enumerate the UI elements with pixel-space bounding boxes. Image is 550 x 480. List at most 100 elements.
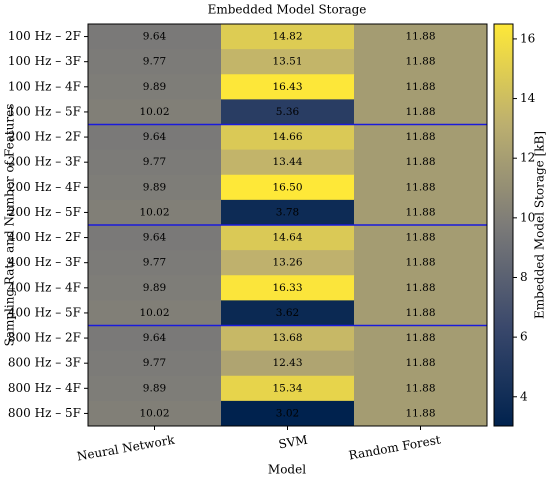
cell-value-label: 5.36 [276, 106, 300, 118]
heatmap-cell [354, 375, 488, 402]
cell-value-label: 11.88 [405, 181, 435, 193]
cell-value-label: 13.68 [272, 332, 302, 344]
colorbar-tick-label: 6 [520, 330, 528, 344]
cell-value-label: 9.89 [143, 181, 166, 193]
cell-value-label: 13.51 [272, 56, 302, 68]
heatmap-cell [354, 225, 488, 251]
x-axis-label: Model [268, 463, 306, 477]
heatmap-cell [354, 24, 488, 50]
cell-value-label: 9.64 [143, 31, 167, 43]
heatmap-cell [354, 400, 488, 427]
colorbar [493, 23, 514, 427]
heatmap-cell [88, 300, 222, 326]
heatmap-cell [88, 74, 222, 100]
heatmap-cell [88, 149, 222, 176]
heatmap-cell [88, 225, 222, 251]
cell-value-label: 15.34 [272, 382, 302, 394]
y-tick-label: 800 Hz – 5F [8, 406, 81, 420]
heatmap-cell [88, 174, 222, 201]
cell-value-label: 16.33 [272, 282, 302, 294]
colorbar-tick-label: 10 [520, 210, 535, 224]
cell-value-label: 11.88 [405, 56, 435, 68]
heatmap-cell [88, 275, 222, 301]
cell-value-label: 10.02 [139, 307, 169, 319]
colorbar-tick-label: 12 [520, 151, 535, 165]
heatmap-cell [354, 124, 488, 151]
cell-value-label: 12.43 [272, 357, 302, 369]
y-tick-label: 100 Hz – 3F [8, 54, 81, 68]
cell-value-label: 11.88 [405, 407, 435, 419]
y-tick-label: 800 Hz – 3F [8, 356, 81, 370]
heatmap-cell [88, 124, 222, 151]
heatmap-cell [354, 300, 488, 326]
heatmap-cell [88, 24, 222, 50]
y-tick-label: 400 Hz – 2F [8, 230, 81, 244]
y-tick-label: 200 Hz – 5F [8, 205, 81, 219]
cell-value-label: 11.88 [405, 257, 435, 269]
cell-value-label: 11.88 [405, 31, 435, 43]
cell-value-label: 16.50 [272, 181, 302, 193]
cell-value-label: 10.02 [139, 106, 169, 118]
cell-value-label: 3.62 [276, 307, 299, 319]
cell-value-label: 11.88 [405, 206, 435, 218]
cell-value-label: 11.88 [405, 332, 435, 344]
heatmap-cell [354, 250, 488, 276]
heatmap-cell [221, 49, 355, 75]
heatmap-cell [221, 300, 355, 326]
cell-value-label: 11.88 [405, 156, 435, 168]
y-tick-label: 200 Hz – 3F [8, 155, 81, 169]
cell-value-label: 11.88 [405, 307, 435, 319]
heatmap-cell [88, 325, 222, 352]
heatmap-cell [354, 325, 488, 352]
heatmap-cell [354, 74, 488, 100]
y-tick-label: 100 Hz – 4F [8, 79, 81, 93]
y-tick-label: 800 Hz – 2F [8, 331, 81, 345]
cell-value-label: 9.89 [143, 382, 166, 394]
heatmap-cell [221, 275, 355, 301]
y-tick-label: 100 Hz – 5F [8, 104, 81, 118]
cell-value-label: 11.88 [405, 282, 435, 294]
cell-value-label: 14.82 [272, 31, 302, 43]
heatmap-cell [221, 375, 355, 402]
heatmap-cell [221, 24, 355, 50]
cell-value-label: 14.64 [272, 232, 302, 244]
y-axis-label: Sampling Rate and Number of Features [3, 104, 17, 347]
y-tick-label: 400 Hz – 3F [8, 255, 81, 269]
cell-value-label: 9.64 [143, 131, 167, 143]
cell-value-label: 11.88 [405, 232, 435, 244]
cell-value-label: 3.78 [276, 206, 299, 218]
y-tick-label: 100 Hz – 2F [8, 29, 81, 43]
y-tick-label: 200 Hz – 4F [8, 180, 81, 194]
x-tick-label: Random Forest [348, 433, 442, 463]
colorbar-label: Embedded Model Storage [kB] [533, 131, 547, 319]
heatmap-cell [221, 149, 355, 176]
cell-value-label: 9.89 [143, 81, 166, 93]
heatmap-cell [221, 250, 355, 276]
cell-value-label: 9.64 [143, 232, 167, 244]
heatmap-cell [88, 350, 222, 377]
heatmap-cell [221, 74, 355, 100]
cell-value-label: 11.88 [405, 131, 435, 143]
heatmap-cell [88, 49, 222, 75]
cell-value-label: 9.64 [143, 332, 167, 344]
y-tick-label: 400 Hz – 4F [8, 280, 81, 294]
cell-value-label: 10.02 [139, 407, 169, 419]
heatmap-cell [221, 199, 355, 226]
cell-value-label: 13.26 [272, 257, 302, 269]
heatmap-cell [354, 99, 488, 125]
y-tick-label: 200 Hz – 2F [8, 130, 81, 144]
x-tick-label: Neural Network [76, 432, 176, 463]
x-tick-label: SVM [277, 433, 308, 452]
cell-value-label: 9.77 [143, 257, 166, 269]
y-tick-label: 800 Hz – 4F [8, 381, 81, 395]
heatmap-cell [354, 199, 488, 226]
cell-value-label: 11.88 [405, 106, 435, 118]
chart-title: Embedded Model Storage [208, 3, 367, 17]
cell-value-label: 3.02 [276, 407, 299, 419]
heatmap-cell [354, 49, 488, 75]
heatmap-cell [221, 124, 355, 151]
heatmap-cell [88, 250, 222, 276]
heatmap-cell [88, 199, 222, 226]
heatmap-cell [354, 275, 488, 301]
